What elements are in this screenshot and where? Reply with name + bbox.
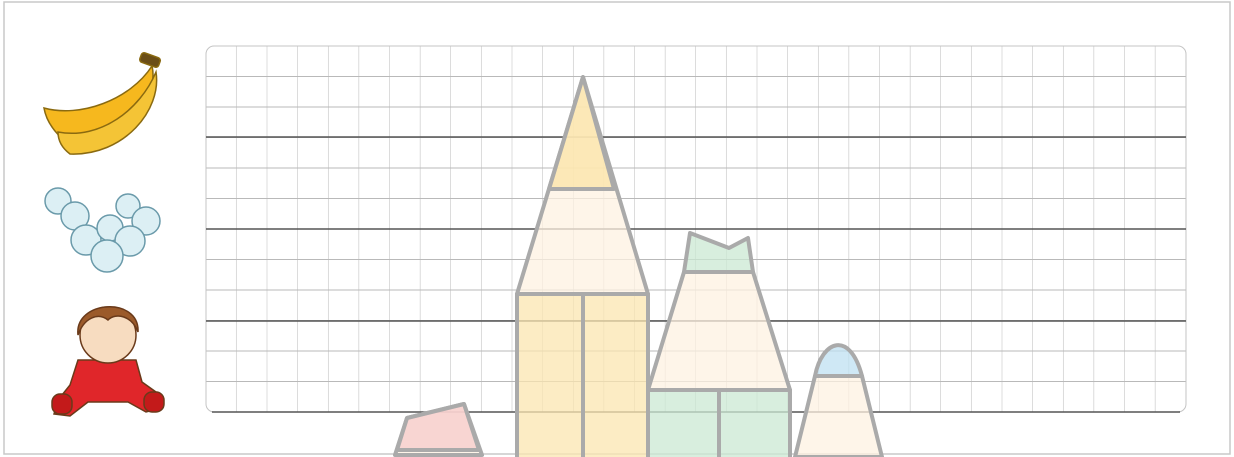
shape-green-cap bbox=[682, 231, 755, 274]
shape-dome-cap bbox=[813, 343, 864, 378]
banana-icon bbox=[43, 51, 162, 155]
marbles-icon bbox=[44, 187, 161, 273]
doll-icon bbox=[51, 306, 165, 417]
shape-tower-tip bbox=[547, 75, 616, 191]
shapes bbox=[393, 75, 884, 457]
shape-red-top bbox=[395, 402, 481, 452]
